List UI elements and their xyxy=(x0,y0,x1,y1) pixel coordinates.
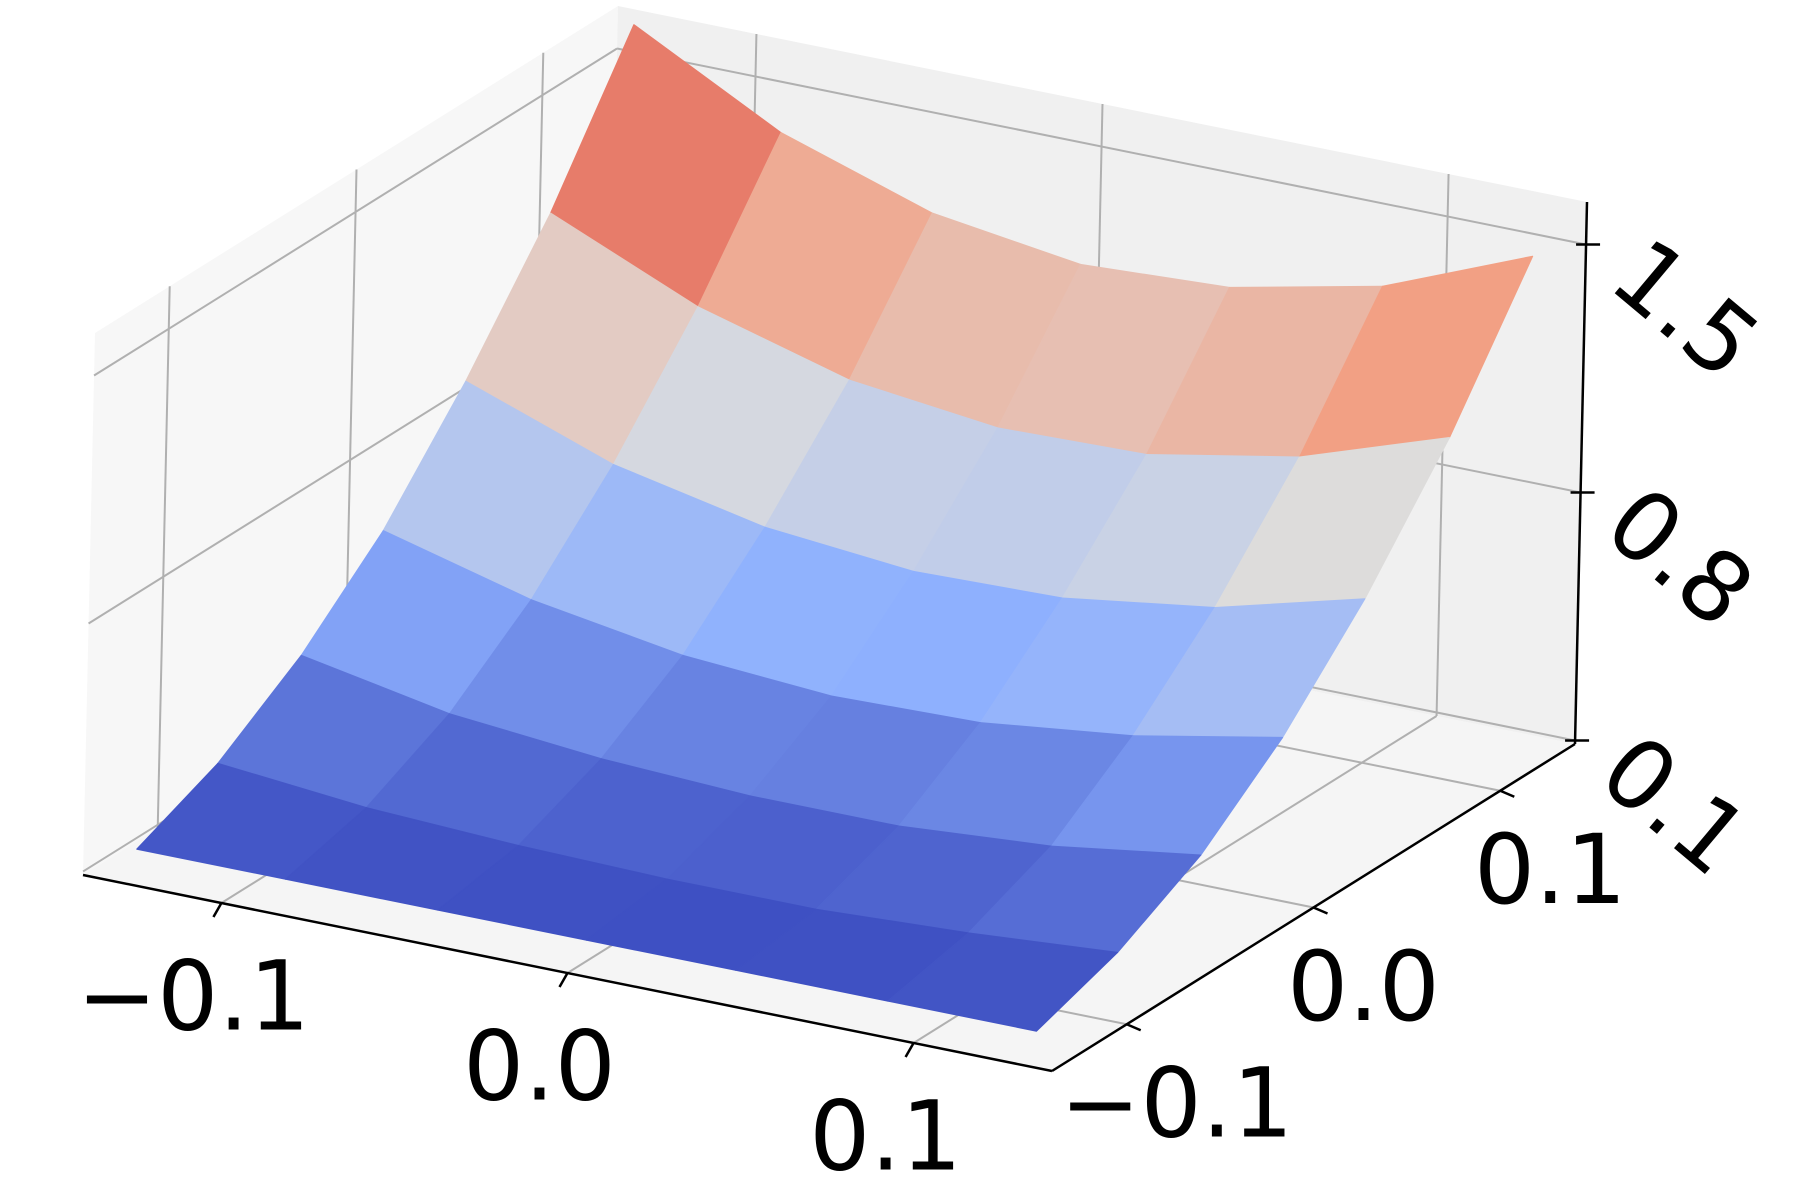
surface-patch xyxy=(887,932,1119,1032)
grid-line xyxy=(616,47,1587,246)
z-tick-label: 0.8 xyxy=(1585,465,1774,649)
x-tick xyxy=(904,1042,915,1058)
y-tick-label: −0.1 xyxy=(1060,1048,1293,1160)
x-tick xyxy=(212,902,223,918)
z-tick-label: 1.5 xyxy=(1591,217,1780,401)
grid-line xyxy=(156,286,171,829)
x-tick xyxy=(558,972,569,988)
y-tick xyxy=(1499,789,1515,798)
x-tick-label: 0.0 xyxy=(463,1010,616,1122)
z-axis xyxy=(1573,201,1589,745)
x-tick-label: −0.1 xyxy=(77,940,310,1052)
y-tick xyxy=(1126,1023,1142,1032)
y-tick-label: 0.0 xyxy=(1287,931,1440,1043)
x-tick-label: 0.1 xyxy=(809,1080,962,1192)
y-tick-label: 0.1 xyxy=(1474,814,1627,926)
y-tick xyxy=(1313,906,1328,915)
grid-line xyxy=(93,47,618,377)
